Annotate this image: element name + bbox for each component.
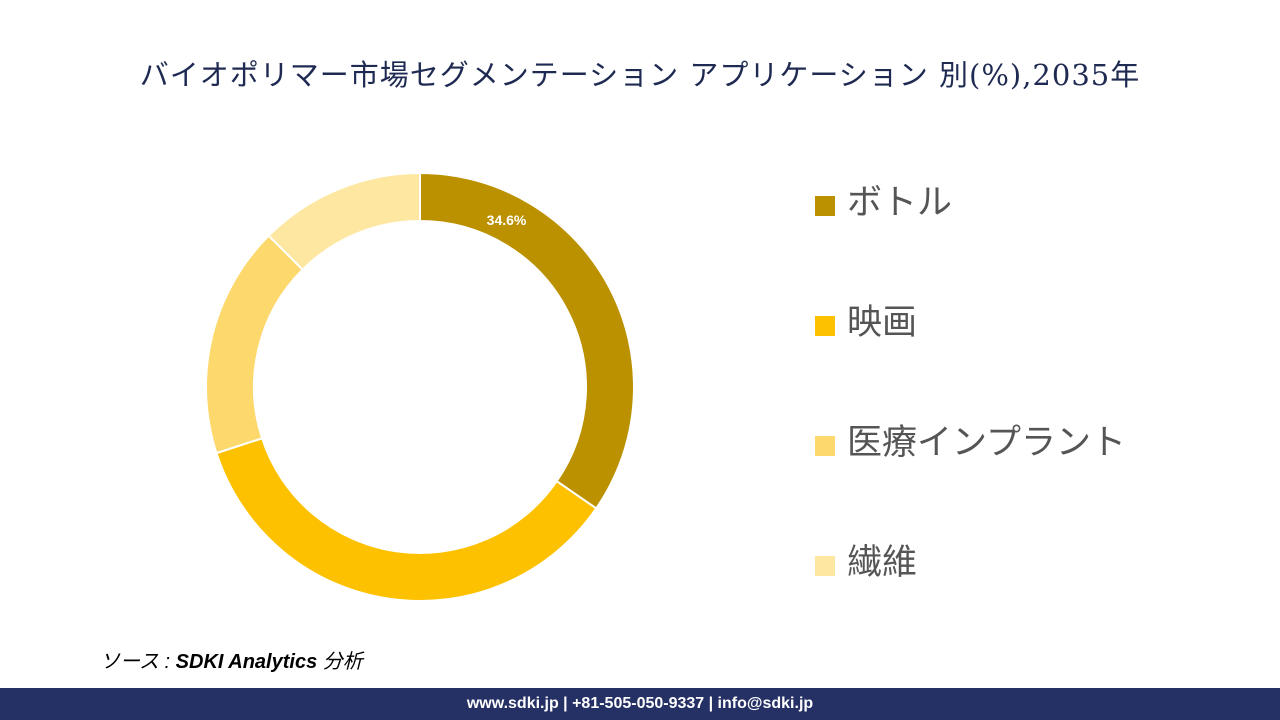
source-prefix: ソース : xyxy=(100,651,176,673)
source-suffix: 分析 xyxy=(317,651,363,673)
slice-3 xyxy=(205,234,305,455)
slice-4 xyxy=(267,171,421,272)
legend-label: 繊維 xyxy=(847,543,918,583)
data-label-1: 34.6% xyxy=(487,212,527,228)
chart-title: バイオポリマー市場セグメンテーション アプリケーション 別(%),2035年 xyxy=(139,58,1141,92)
slice-2 xyxy=(215,437,598,602)
slice-1 xyxy=(419,171,635,510)
legend-label: 映画 xyxy=(847,303,918,343)
legend-swatch xyxy=(815,556,835,576)
legend-swatch xyxy=(815,316,835,336)
footer-contact: www.sdki.jp | +81-505-050-9337 | info@sd… xyxy=(0,688,1280,720)
legend-swatch xyxy=(815,436,835,456)
legend-label: 医療インプラント xyxy=(847,423,1126,463)
legend-swatch xyxy=(815,196,835,216)
source-name: SDKI Analytics xyxy=(175,651,318,673)
legend-label: ボトル xyxy=(847,183,953,223)
source-note: ソース : SDKI Analytics 分析 xyxy=(100,645,363,674)
